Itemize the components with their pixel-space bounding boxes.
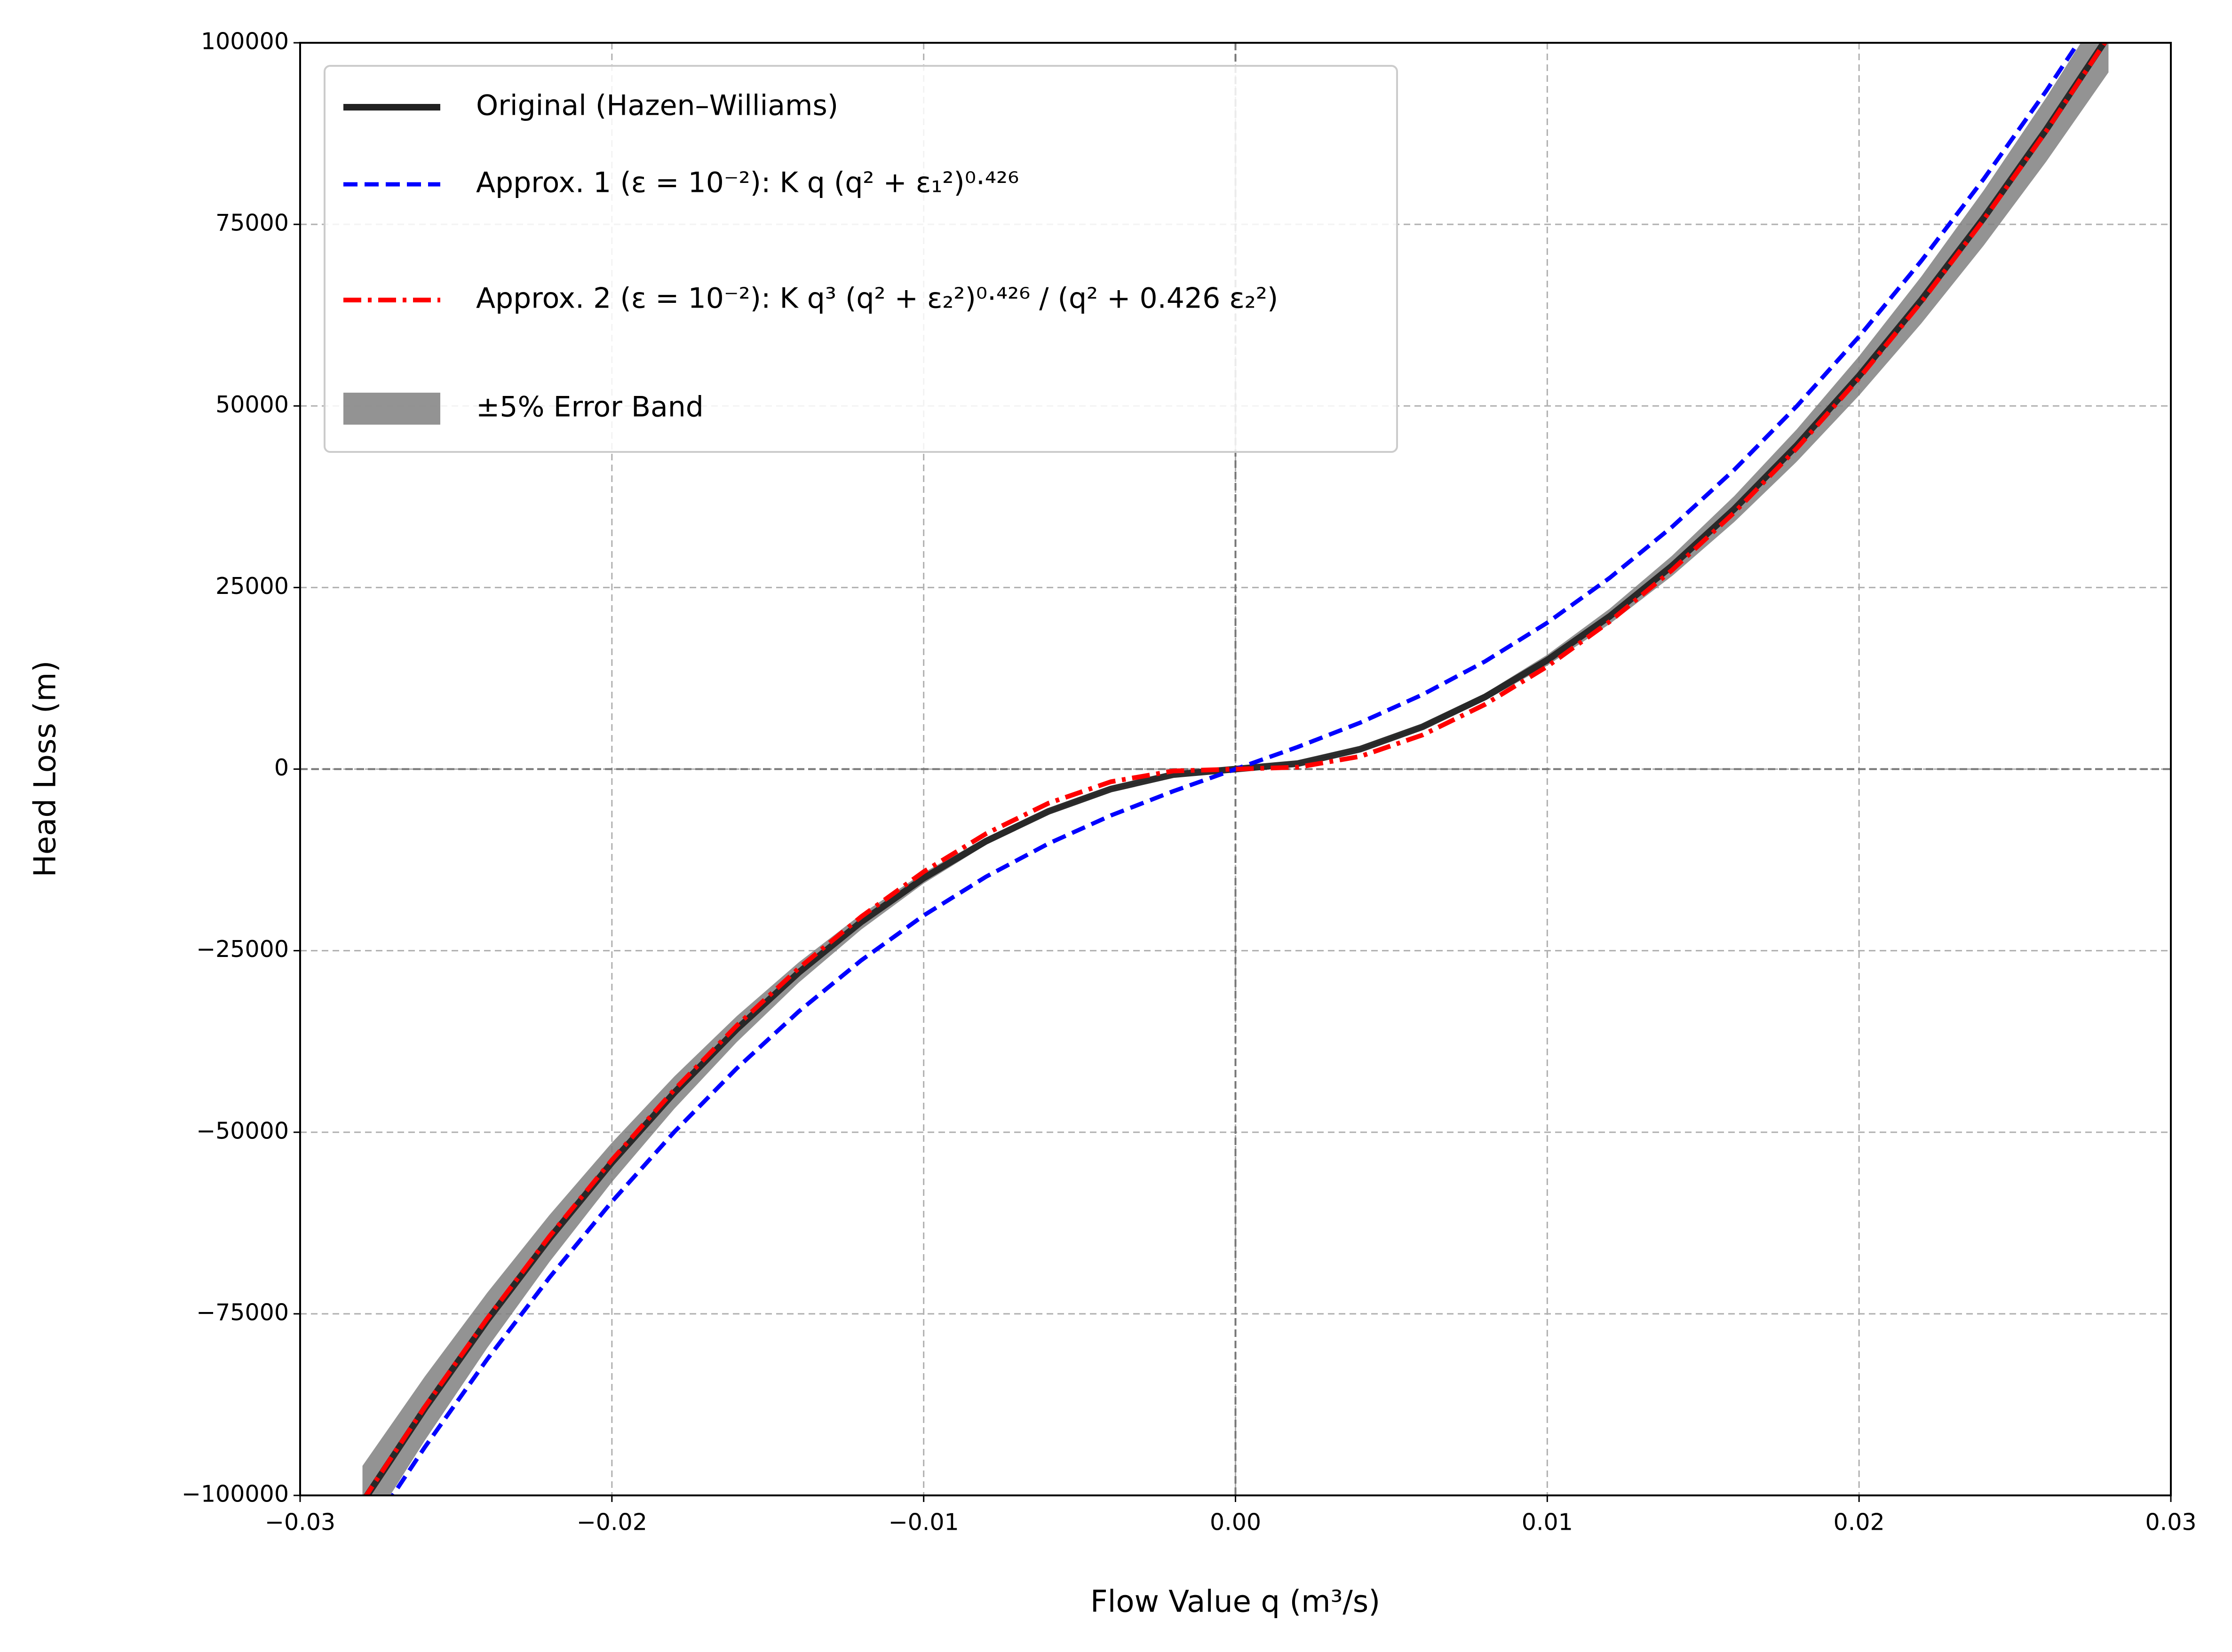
- y-tick-label: −75000: [196, 1299, 289, 1326]
- x-tick-label: −0.01: [889, 1509, 959, 1536]
- y-tick-label: 100000: [201, 28, 289, 55]
- legend-swatch: [343, 393, 440, 425]
- y-tick-label: −100000: [182, 1481, 289, 1508]
- legend-label: ±5% Error Band: [476, 391, 704, 424]
- legend-label: Approx. 2 (ε = 10⁻²): K q³ (q² + ε₂²)⁰·⁴…: [476, 282, 1278, 315]
- x-axis-label: Flow Value q (m³/s): [1090, 1585, 1380, 1620]
- x-tick-label: −0.03: [265, 1509, 335, 1536]
- legend-label: Approx. 1 (ε = 10⁻²): K q (q² + ε₁²)⁰·⁴²…: [476, 166, 1019, 199]
- legend-box: [324, 65, 1398, 453]
- y-tick-label: −50000: [196, 1117, 289, 1144]
- y-tick-label: 25000: [215, 573, 289, 600]
- y-tick-label: 50000: [215, 391, 289, 418]
- legend: Original (Hazen–Williams) Approx. 1 (ε = …: [324, 65, 1398, 453]
- x-tick-label: −0.02: [577, 1509, 647, 1536]
- series-line: [363, 43, 2108, 1495]
- y-axis-label: Head Loss (m): [28, 661, 63, 877]
- y-tick-label: −25000: [196, 936, 289, 963]
- y-tick-label: 0: [274, 754, 289, 781]
- x-tick-label: 0.00: [1210, 1509, 1261, 1536]
- series-line: [390, 43, 2081, 1495]
- legend-label: Original (Hazen–Williams): [476, 89, 838, 122]
- x-tick-label: 0.01: [1522, 1509, 1573, 1536]
- y-tick-label: 75000: [215, 210, 289, 237]
- x-tick-label: 0.02: [1834, 1509, 1885, 1536]
- x-tick-label: 0.03: [2145, 1509, 2196, 1536]
- plot-area: [300, 43, 2171, 1495]
